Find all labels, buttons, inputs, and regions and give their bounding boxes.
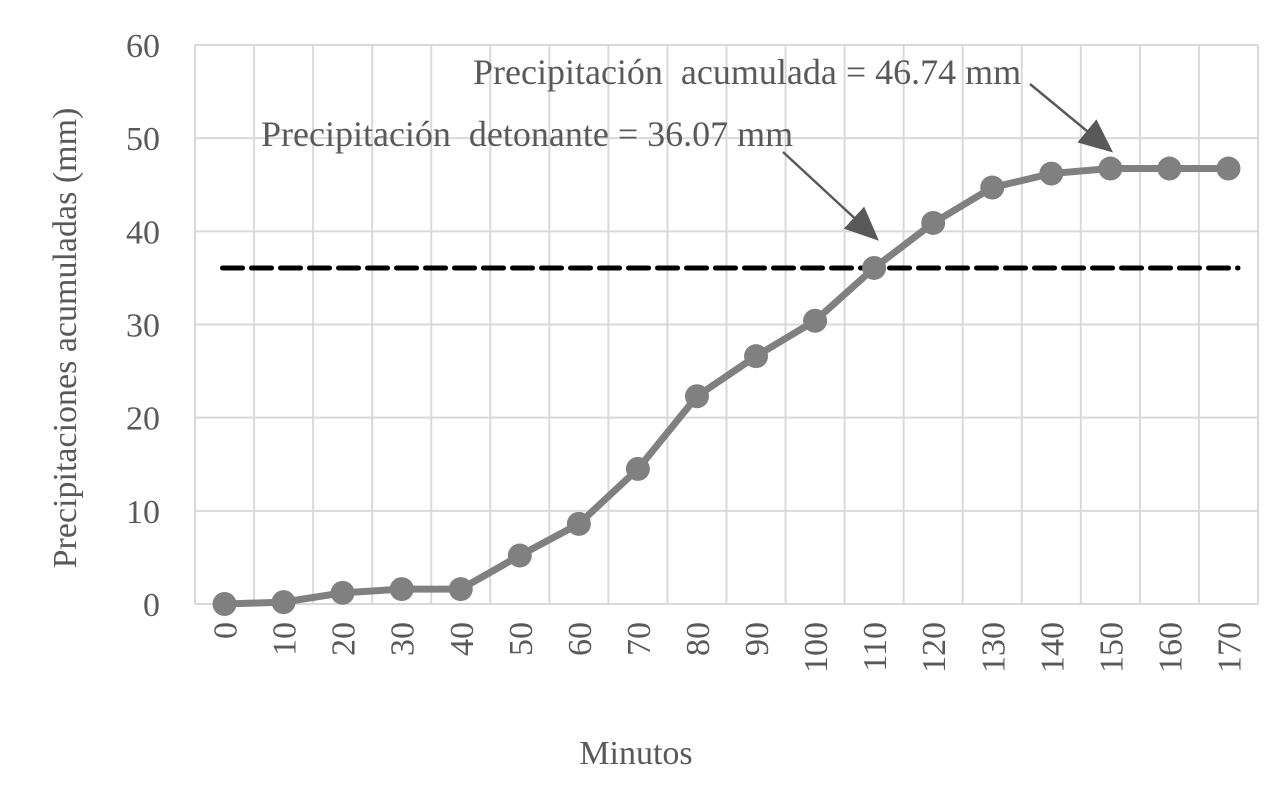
x-tick-label: 30 [385,622,422,656]
annotation-arrows [782,83,1114,241]
x-tick-label: 90 [739,622,776,656]
x-tick-label: 10 [267,622,304,656]
x-tick-label: 160 [1152,622,1189,673]
x-tick-label: 0 [208,622,245,639]
y-tick-label: 60 [126,28,160,65]
arrow-accumulated [1029,83,1114,153]
y-axis-ticks: 0 10 20 30 40 50 60 [126,28,160,624]
data-point-marker [980,175,1005,200]
x-tick-label: 20 [326,622,363,656]
data-point-marker [1039,161,1064,186]
annotation-trigger: Precipitación detonante = 36.07 mm [261,114,793,154]
x-tick-label: 70 [621,622,658,656]
x-tick-label: 170 [1211,622,1248,673]
x-tick-label: 110 [857,622,894,672]
x-tick-label: 40 [444,622,481,656]
y-axis-title: Precipitaciones acumuladas (mm) [47,108,84,569]
annotation-accumulated: Precipitación acumulada = 46.74 mm [473,52,1021,92]
x-tick-label: 150 [1093,622,1130,673]
y-tick-label: 0 [143,587,160,624]
x-tick-label: 130 [975,622,1012,673]
x-tick-label: 120 [916,622,953,673]
x-tick-label: 60 [562,622,599,656]
x-tick-label: 140 [1034,622,1071,673]
gridlines [194,44,1259,605]
data-point-marker [744,344,769,369]
data-point-marker [684,384,709,409]
data-point-marker [507,543,532,568]
data-point-marker [1216,156,1241,181]
series-line [212,156,1241,616]
data-point-marker [803,308,828,333]
data-point-marker [330,580,355,605]
data-point-marker [566,511,591,536]
x-axis-title: Minutos [579,735,692,772]
x-axis-ticks: 0 10 20 30 40 50 60 70 80 90 100 110 120 130 140 150 160… [208,622,1249,673]
y-tick-label: 10 [126,494,160,531]
data-point-marker [625,456,650,481]
y-tick-label: 30 [126,308,160,345]
y-tick-label: 20 [126,401,160,438]
data-point-marker [212,592,237,616]
arrow-trigger [782,151,879,241]
data-point-marker [271,590,296,615]
data-point-marker [1157,156,1182,181]
y-tick-label: 50 [126,121,160,158]
x-tick-label: 100 [798,622,835,673]
data-point-marker [862,255,887,280]
data-point-marker [1098,156,1123,181]
data-point-marker [921,210,946,235]
x-tick-label: 80 [680,622,717,656]
x-tick-label: 50 [503,622,540,656]
data-point-marker [448,577,473,602]
y-tick-label: 40 [126,214,160,251]
data-point-marker [389,577,414,602]
